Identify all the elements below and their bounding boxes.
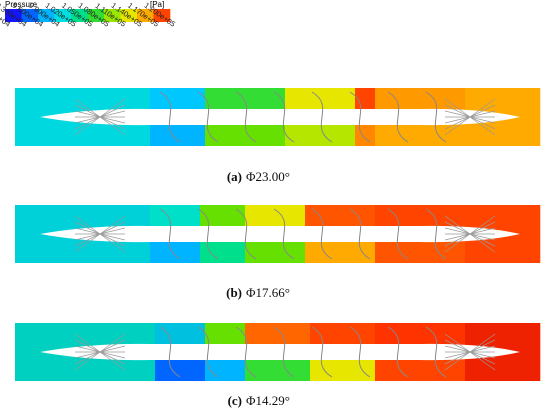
blade <box>311 326 333 378</box>
strut <box>444 333 496 371</box>
colorbar-title: Pressure <box>5 0 38 9</box>
hub <box>40 108 520 126</box>
colorbar-unit: [Pa] <box>150 0 164 9</box>
hub <box>40 343 520 361</box>
caption: Φ17.66° <box>246 285 290 300</box>
colorbar-segment <box>137 9 154 22</box>
caption: (a) <box>227 169 242 184</box>
contour-panel <box>15 88 541 146</box>
contour-panel <box>15 323 541 381</box>
strut <box>74 98 126 136</box>
blade <box>197 91 219 143</box>
blade <box>425 208 447 260</box>
blade <box>311 91 333 143</box>
caption: (b) <box>226 285 242 300</box>
blade <box>235 208 257 260</box>
blade <box>425 326 447 378</box>
colorbar-segment <box>21 9 39 22</box>
colorbar-segment <box>120 9 138 22</box>
hub <box>40 225 520 243</box>
blade <box>159 91 181 143</box>
colorbar-segment <box>71 9 88 22</box>
colorbar-segment <box>54 9 72 22</box>
blade <box>425 91 447 143</box>
blade <box>387 91 409 143</box>
strut <box>74 333 126 371</box>
blade <box>235 326 257 378</box>
blade <box>159 326 181 378</box>
blade <box>273 326 295 378</box>
blade <box>273 91 295 143</box>
blade <box>349 208 371 260</box>
blade <box>311 208 333 260</box>
caption: Φ23.00° <box>246 169 290 184</box>
colorbar-segment <box>87 9 105 22</box>
blade <box>349 91 371 143</box>
blade <box>197 326 219 378</box>
strut <box>74 215 126 253</box>
blade <box>235 91 257 143</box>
colorbar-segment <box>153 9 171 22</box>
blade <box>387 326 409 378</box>
colorbar-segment <box>104 9 121 22</box>
strut <box>444 98 496 136</box>
colorbar-segment <box>5 9 22 22</box>
caption: Φ14.29° <box>246 393 290 408</box>
strut <box>444 215 496 253</box>
caption: (c) <box>228 393 242 408</box>
colorbar-segment <box>38 9 55 22</box>
contour-panel <box>15 205 541 263</box>
blade <box>159 208 181 260</box>
blade <box>273 208 295 260</box>
blade <box>197 208 219 260</box>
blade <box>387 208 409 260</box>
blade <box>349 326 371 378</box>
